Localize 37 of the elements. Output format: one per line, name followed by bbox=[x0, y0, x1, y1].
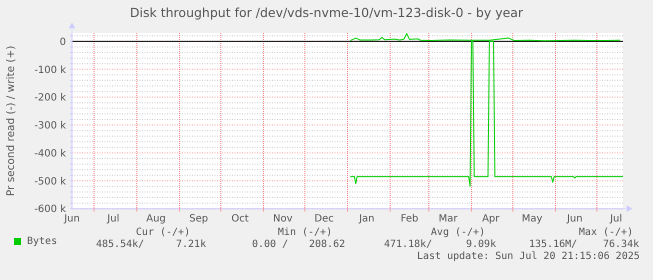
text: Avg (-/+) bbox=[430, 227, 486, 238]
y-tick-label: -400 k bbox=[34, 148, 66, 160]
x-tick-label: Jul bbox=[106, 214, 120, 225]
text: 76.34k bbox=[603, 239, 640, 250]
text: 471.18k/ bbox=[384, 239, 432, 250]
x-tick-label: Sep bbox=[189, 214, 208, 225]
text: 135.16M/ bbox=[529, 239, 578, 250]
legend-label: Bytes bbox=[27, 236, 58, 247]
x-tick-label: Apr bbox=[482, 214, 500, 225]
text: 7.21k bbox=[176, 239, 206, 250]
y-axis-title: Pr second read (-) / write (+) bbox=[5, 46, 17, 196]
text: Max (-/+) bbox=[578, 227, 634, 238]
y-tick-label: 0 bbox=[60, 36, 66, 48]
x-tick-label: Feb bbox=[400, 214, 418, 225]
text: Min (-/+) bbox=[278, 227, 332, 238]
x-tick-label: Jul bbox=[609, 214, 622, 225]
text: Cur (-/+) bbox=[136, 227, 190, 238]
x-tick-label: Oct bbox=[231, 214, 249, 225]
text: 208.62 bbox=[309, 239, 346, 250]
x-tick-label: Jun bbox=[63, 214, 80, 225]
x-tick-label: May bbox=[522, 214, 542, 225]
x-tick-label: Jan bbox=[358, 214, 374, 225]
y-tick-label: -100 k bbox=[34, 64, 66, 76]
text: 9.09k bbox=[466, 239, 496, 250]
x-tick-label: Aug bbox=[146, 214, 166, 225]
x-tick-label: Jun bbox=[566, 214, 583, 225]
y-tick-label: -500 k bbox=[34, 176, 66, 188]
x-tick-label: Mar bbox=[438, 214, 458, 225]
text: Last update: Sun Jul 20 21:15:06 2025 bbox=[417, 251, 640, 262]
y-tick-label: -300 k bbox=[34, 120, 66, 132]
y-tick-label: -600 k bbox=[34, 204, 66, 216]
x-tick-label: Dec bbox=[314, 214, 334, 225]
chart-title: Disk throughput for /dev/vds-nvme-10/vm-123-disk-0 - by year bbox=[130, 5, 524, 20]
text: 0.00 / bbox=[252, 239, 288, 250]
text: 485.54k/ bbox=[96, 239, 144, 250]
y-tick-label: -200 k bbox=[34, 92, 66, 104]
x-tick-label: Nov bbox=[272, 214, 293, 225]
